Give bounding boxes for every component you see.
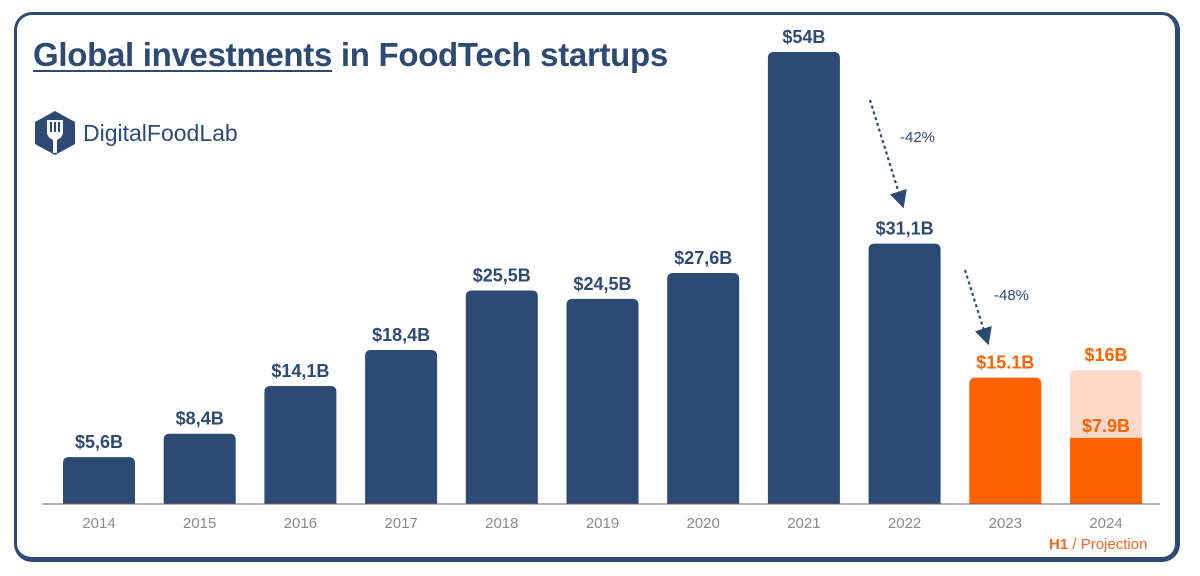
change-annotation-1: -48% [994, 287, 1029, 304]
chart-frame [14, 12, 1180, 562]
x-tick-2017: 2017 [384, 515, 417, 532]
bar-2016 [264, 385, 337, 504]
bar-2020 [667, 272, 740, 504]
data-label-2024-h1: $7.9B [1082, 416, 1130, 436]
bar-2017 [365, 349, 438, 504]
data-label-2017: $18,4B [372, 325, 430, 345]
chart-title: Global investments in FoodTech startups [33, 36, 668, 74]
bar-2014 [63, 457, 135, 504]
legend-projection: Projection [1080, 536, 1148, 553]
legend-note: H1 / Projection [1049, 536, 1147, 553]
x-tick-2024: 2024 [1089, 515, 1122, 532]
change-arrow-0 [868, 99, 907, 209]
bar-2022 [868, 243, 941, 504]
bar-2023 [969, 377, 1042, 504]
title-underlined: Global investments [33, 36, 333, 73]
x-tick-2022: 2022 [888, 515, 921, 532]
data-label-2014: $5,6B [75, 432, 123, 452]
data-label-2015: $8,4B [176, 409, 224, 429]
legend-h1: H1 [1049, 536, 1069, 553]
fork-hexagon-icon [35, 111, 75, 155]
data-label-2019: $24,5B [573, 274, 631, 294]
change-annotation-0: -42% [900, 129, 935, 146]
data-label-2024: $16B [1084, 345, 1127, 365]
x-tick-2023: 2023 [989, 515, 1022, 532]
bar-2021 [767, 52, 840, 504]
x-tick-2015: 2015 [183, 515, 216, 532]
legend-sep: / [1068, 536, 1081, 553]
x-tick-2016: 2016 [284, 515, 317, 532]
bar-2018 [465, 290, 538, 504]
brand-logo: DigitalFoodLab [33, 110, 238, 156]
x-tick-2021: 2021 [787, 515, 820, 532]
data-label-2020: $27,6B [674, 248, 732, 268]
x-tick-2019: 2019 [586, 515, 619, 532]
x-tick-2020: 2020 [687, 515, 720, 532]
bar-2019 [566, 298, 639, 504]
data-label-2016: $14,1B [271, 361, 329, 381]
title-rest: in FoodTech startups [332, 36, 668, 73]
data-label-2021: $54B [782, 27, 825, 47]
x-tick-2018: 2018 [485, 515, 518, 532]
change-arrow-1 [963, 269, 992, 346]
data-label-2018: $25,5B [473, 266, 531, 286]
data-label-2023: $15.1B [976, 353, 1034, 373]
x-tick-2014: 2014 [82, 515, 115, 532]
bar-2015 [163, 433, 236, 504]
bar-2024-h1 [1070, 437, 1142, 504]
data-label-2022: $31,1B [876, 219, 934, 239]
brand-name: DigitalFoodLab [83, 119, 238, 146]
